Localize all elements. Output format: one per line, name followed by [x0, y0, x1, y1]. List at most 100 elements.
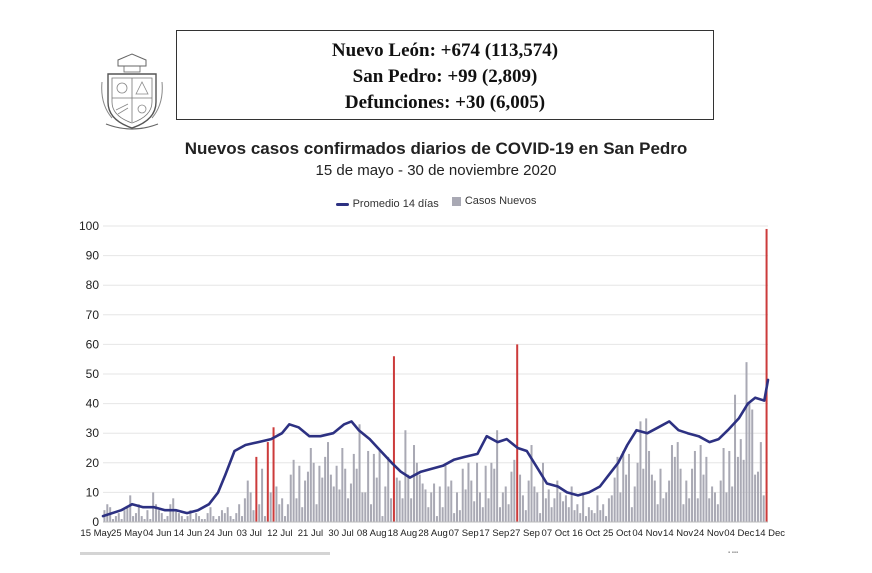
bar: [212, 516, 215, 522]
bar: [367, 450, 370, 522]
legend-label-cases: Casos Nuevos: [464, 195, 537, 207]
bar: [390, 498, 393, 522]
bar: [513, 459, 516, 522]
bar: [263, 516, 266, 522]
bar: [656, 504, 659, 522]
bar: [693, 450, 696, 522]
x-tick-label: 14 Jun: [174, 528, 203, 539]
x-tick-label: 25 May: [111, 528, 142, 539]
bar: [481, 507, 484, 522]
bar: [384, 486, 387, 522]
bar: [335, 465, 338, 522]
bar: [536, 492, 539, 522]
bar: [433, 483, 436, 522]
bar: [498, 507, 501, 522]
bar: [418, 474, 421, 522]
bar: [464, 489, 467, 522]
bar: [673, 456, 676, 522]
bar: [177, 513, 180, 522]
bar: [670, 445, 673, 522]
bar: [378, 450, 381, 522]
bar: [341, 448, 344, 522]
bar: [599, 510, 602, 522]
bar: [370, 504, 373, 522]
bar: [593, 513, 596, 522]
x-tick-label: 21 Jul: [298, 528, 323, 539]
bar: [570, 486, 573, 522]
bar: [401, 498, 404, 522]
bar: [215, 519, 218, 522]
y-tick-label: 100: [79, 219, 99, 233]
x-tick-label: 14 Dec: [755, 528, 785, 539]
bar: [241, 516, 244, 522]
bar: [630, 507, 633, 522]
bar: [134, 513, 137, 522]
bar: [387, 456, 390, 522]
bar: [702, 474, 705, 522]
x-tick-label: 28 Aug: [418, 528, 448, 539]
x-tick-label: 27 Sep: [510, 528, 540, 539]
x-tick-label: 12 Jul: [267, 528, 292, 539]
highlighted-bar: [392, 356, 395, 522]
bar: [289, 474, 292, 522]
chart-title: Nuevos casos confirmados diarios de COVI…: [184, 139, 688, 158]
bar: [708, 498, 711, 522]
chart-legend: Promedio 14 días Casos Nuevos: [0, 195, 872, 210]
legend-label-average: Promedio 14 días: [352, 198, 439, 210]
bar: [722, 448, 725, 522]
bar: [559, 492, 562, 522]
bar: [347, 498, 350, 522]
bar: [226, 507, 229, 522]
bar: [711, 486, 714, 522]
bar: [742, 459, 745, 522]
bar: [691, 468, 694, 522]
stats-box: Nuevo León: +674 (113,574) San Pedro: +9…: [176, 30, 714, 120]
bar: [243, 498, 246, 522]
bar: [622, 450, 625, 522]
bar: [645, 418, 648, 522]
bar: [461, 468, 464, 522]
bar: [349, 483, 352, 522]
bar: [653, 480, 656, 522]
bar: [616, 456, 619, 522]
bar: [716, 504, 719, 522]
legend-bar-swatch: [451, 196, 461, 206]
bar: [605, 516, 608, 522]
x-tick-label: 16 Oct: [572, 528, 600, 539]
bar: [473, 501, 476, 522]
bar: [361, 492, 364, 522]
bar: [129, 495, 132, 522]
bar: [315, 504, 318, 522]
bar: [155, 504, 158, 522]
highlighted-bar: [516, 344, 519, 522]
bar: [476, 462, 479, 522]
bar: [573, 510, 576, 522]
bar: [541, 462, 544, 522]
bar: [292, 459, 295, 522]
bar: [642, 468, 645, 522]
bar: [198, 516, 201, 522]
legend-item-cases: Casos Nuevos: [451, 195, 537, 207]
highlighted-bar: [255, 456, 258, 522]
bar: [206, 513, 209, 522]
bar: [306, 471, 309, 522]
bar: [284, 516, 287, 522]
bar: [579, 513, 582, 522]
bar: [759, 442, 762, 522]
y-tick-label: 20: [86, 456, 100, 470]
bar: [665, 492, 668, 522]
y-tick-label: 90: [86, 249, 100, 263]
bar: [607, 498, 610, 522]
bar: [137, 504, 140, 522]
bar: [648, 450, 651, 522]
bar: [424, 489, 427, 522]
bar: [713, 492, 716, 522]
bar: [114, 516, 117, 522]
legend-line-swatch: [335, 202, 349, 206]
bar: [407, 474, 410, 522]
bar: [633, 486, 636, 522]
bar: [519, 474, 522, 522]
bar: [163, 519, 166, 522]
x-tick-label: 04 Dec: [724, 528, 754, 539]
bar: [441, 507, 444, 522]
